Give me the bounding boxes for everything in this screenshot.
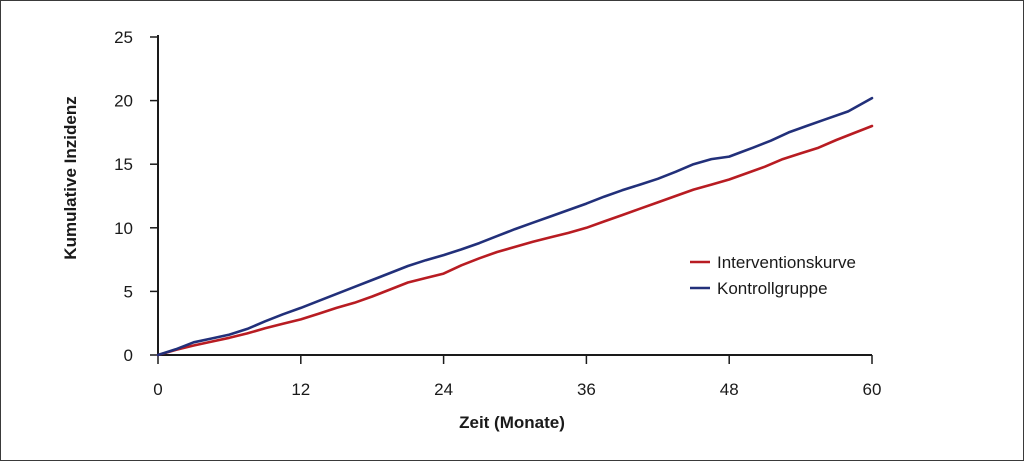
x-tick-label: 36 bbox=[577, 380, 596, 399]
x-tick-label: 12 bbox=[291, 380, 310, 399]
x-tick-label: 60 bbox=[863, 380, 882, 399]
y-axis-title: Kumulative Inzidenz bbox=[61, 96, 80, 259]
y-tick-label: 15 bbox=[114, 155, 133, 174]
x-tick-label: 48 bbox=[720, 380, 739, 399]
legend-label-kontrollgruppe: Kontrollgruppe bbox=[717, 279, 828, 298]
series-line-kontrollgruppe bbox=[156, 96, 874, 357]
y-tick-label: 10 bbox=[114, 219, 133, 238]
series-line-interventionskurve bbox=[156, 124, 874, 357]
legend: Interventionskurve Kontrollgruppe bbox=[690, 253, 856, 298]
x-axis-title: Zeit (Monate) bbox=[459, 413, 565, 432]
y-tick-label: 5 bbox=[124, 282, 133, 301]
y-tick-label: 0 bbox=[124, 346, 133, 365]
legend-label-interventionskurve: Interventionskurve bbox=[717, 253, 856, 272]
y-tick-label: 20 bbox=[114, 92, 133, 111]
x-ticks: 0 12 24 36 48 60 bbox=[153, 355, 881, 399]
y-tick-label: 25 bbox=[114, 28, 133, 47]
x-tick-label: 24 bbox=[434, 380, 453, 399]
series-lines bbox=[156, 96, 874, 357]
axes bbox=[157, 35, 872, 356]
x-tick-label: 0 bbox=[153, 380, 162, 399]
y-ticks: 0 5 10 15 20 25 bbox=[114, 28, 158, 365]
